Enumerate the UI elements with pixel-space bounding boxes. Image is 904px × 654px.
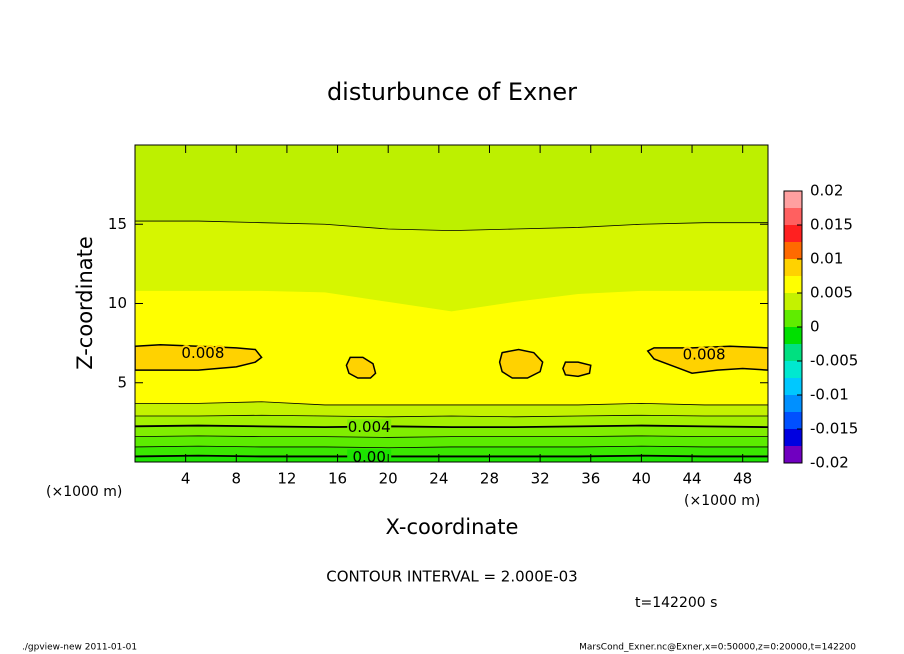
chart-title: disturbunce of Exner <box>327 78 577 106</box>
x-tick-label: 48 <box>733 470 752 488</box>
y-axis-label: Z-coordinate <box>73 236 97 370</box>
contour-line <box>135 424 768 429</box>
colorbar-band <box>784 446 802 463</box>
contour-interval: CONTOUR INTERVAL = 2.000E-03 <box>326 568 577 586</box>
colorbar-tick-label: 0 <box>810 318 820 336</box>
x-tick-label: 24 <box>429 470 448 488</box>
x-tick-label: 4 <box>181 470 191 488</box>
contour-patch <box>646 345 768 375</box>
y-tick-label: 15 <box>108 215 127 233</box>
colorbar-band <box>784 208 802 225</box>
x-tick-label: 40 <box>632 470 651 488</box>
y-tick-label: 5 <box>117 373 127 391</box>
colorbar-band <box>784 191 802 208</box>
x-unit-label: (×1000 m) <box>684 493 760 509</box>
x-tick-label: 28 <box>480 470 499 488</box>
colorbar-tick-label: 0.015 <box>810 216 853 234</box>
colorbar-band <box>784 361 802 378</box>
colorbar-band <box>784 327 802 344</box>
x-tick-label: 8 <box>232 470 242 488</box>
footer-right: MarsCond_Exner.nc@Exner,x=0:50000,z=0:20… <box>579 643 856 653</box>
colorbar-band <box>784 293 802 310</box>
x-tick-label: 36 <box>581 470 600 488</box>
contour-line <box>135 454 768 458</box>
contour-patch <box>562 361 592 378</box>
footer-left: ./gpview-new 2011-01-01 <box>22 643 137 653</box>
x-tick-label: 12 <box>277 470 296 488</box>
colorbar-band <box>784 259 802 276</box>
colorbar-band <box>784 344 802 361</box>
x-tick-label: 16 <box>328 470 347 488</box>
x-axis-label: X-coordinate <box>386 515 519 539</box>
contour-patch <box>345 356 377 379</box>
colorbar-band <box>784 395 802 412</box>
x-unit-label: (×1000 m) <box>46 484 122 500</box>
contour-patch <box>498 348 544 379</box>
colorbar-band <box>784 242 802 259</box>
colorbar-band <box>784 412 802 429</box>
x-tick-label: 44 <box>682 470 701 488</box>
contour-line <box>135 435 768 438</box>
x-tick-label: 20 <box>379 470 398 488</box>
colorbar-band <box>784 225 802 242</box>
contour-label: 0.008 <box>683 346 726 364</box>
contour-line <box>135 401 768 406</box>
contour-label: 0.00 <box>353 448 386 466</box>
plot-area: 0.004 0.00 0.008 0.008 <box>135 145 768 466</box>
contour-line <box>135 414 768 418</box>
colorbar-band <box>784 276 802 293</box>
time-label: t=142200 s <box>635 595 717 611</box>
colorbar-tick-label: -0.005 <box>810 352 858 370</box>
colorbar-tick-label: 0.02 <box>810 182 843 200</box>
contour-line <box>135 220 768 231</box>
colorbar-band <box>784 429 802 446</box>
y-tick-label: 10 <box>108 294 127 312</box>
colorbar-tick-label: -0.02 <box>810 454 849 472</box>
label-background <box>347 449 392 462</box>
colorbar-band <box>784 310 802 327</box>
colorbar-tick-label: 0.01 <box>810 250 843 268</box>
contour-patch <box>135 343 263 371</box>
x-tick-label: 32 <box>531 470 550 488</box>
colorbar-tick-label: -0.01 <box>810 386 849 404</box>
contour-line <box>135 445 768 449</box>
colorbar-band <box>784 378 802 395</box>
colorbar-tick-label: -0.015 <box>810 420 858 438</box>
contour-label: 0.004 <box>348 418 391 436</box>
colorbar-tick-label: 0.005 <box>810 284 853 302</box>
label-background <box>347 419 392 434</box>
contour-label: 0.008 <box>181 344 224 362</box>
